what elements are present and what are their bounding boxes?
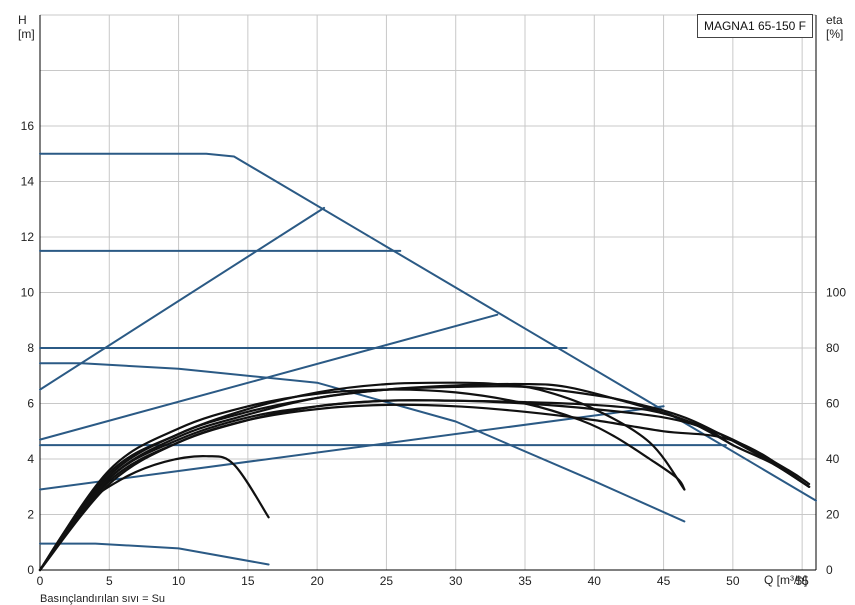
efficiency-curve (38, 388, 686, 572)
y-left-tick-label: 10 (21, 286, 35, 300)
y-right-tick-label: 20 (826, 508, 840, 522)
x-tick-label: 0 (37, 574, 44, 588)
efficiency-curve (38, 381, 686, 572)
y-left-tick-label: 8 (27, 341, 34, 355)
x-tick-label: 15 (241, 574, 255, 588)
x-axis-label: Q [m³/h] (764, 573, 807, 587)
head-curve (39, 542, 270, 566)
y-right-label-unit: [%] (826, 27, 843, 41)
x-tick-label: 45 (657, 574, 671, 588)
head-curve (39, 405, 665, 491)
y-left-tick-label: 4 (27, 452, 34, 466)
y-left-label-symbol: H (18, 13, 27, 27)
pump-model-label: MAGNA1 65-150 F (697, 14, 813, 38)
y-right-tick-labels: 0 20 40 60 80 100 (826, 286, 846, 578)
x-tick-label: 25 (380, 574, 394, 588)
x-tick-label: 20 (310, 574, 324, 588)
x-tick-labels: 0 5 10 15 20 25 30 35 40 45 50 55 (37, 574, 809, 588)
y-left-tick-label: 6 (27, 397, 34, 411)
x-tick-label: 5 (106, 574, 113, 588)
y-left-tick-label: 14 (21, 175, 35, 189)
curves (38, 152, 817, 572)
head-curve (39, 362, 686, 523)
y-left-tick-label: 2 (27, 508, 34, 522)
x-tick-label: 10 (172, 574, 186, 588)
y-right-tick-label: 0 (826, 563, 833, 577)
x-tick-label: 55 (795, 574, 809, 588)
x-tick-label: 50 (726, 574, 740, 588)
efficiency-curve (38, 399, 734, 572)
y-right-tick-label: 80 (826, 341, 840, 355)
head-curve (39, 152, 817, 502)
x-tick-label: 30 (449, 574, 463, 588)
y-right-tick-label: 100 (826, 286, 846, 300)
head-curve (39, 206, 326, 391)
y-left-label-unit: [m] (18, 27, 35, 41)
x-tick-label: 35 (518, 574, 532, 588)
y-right-tick-label: 40 (826, 452, 840, 466)
fluid-note: Basınçlandırılan sıvı = Su (40, 593, 166, 605)
y-right-label-symbol: eta (826, 13, 843, 27)
y-left-tick-labels: 0 2 4 6 8 10 12 14 16 (21, 119, 35, 577)
y-left-tick-label: 16 (21, 119, 35, 133)
x-tick-label: 40 (588, 574, 602, 588)
y-left-tick-label: 12 (21, 230, 35, 244)
y-left-tick-label: 0 (27, 563, 34, 577)
y-right-tick-label: 60 (826, 397, 840, 411)
